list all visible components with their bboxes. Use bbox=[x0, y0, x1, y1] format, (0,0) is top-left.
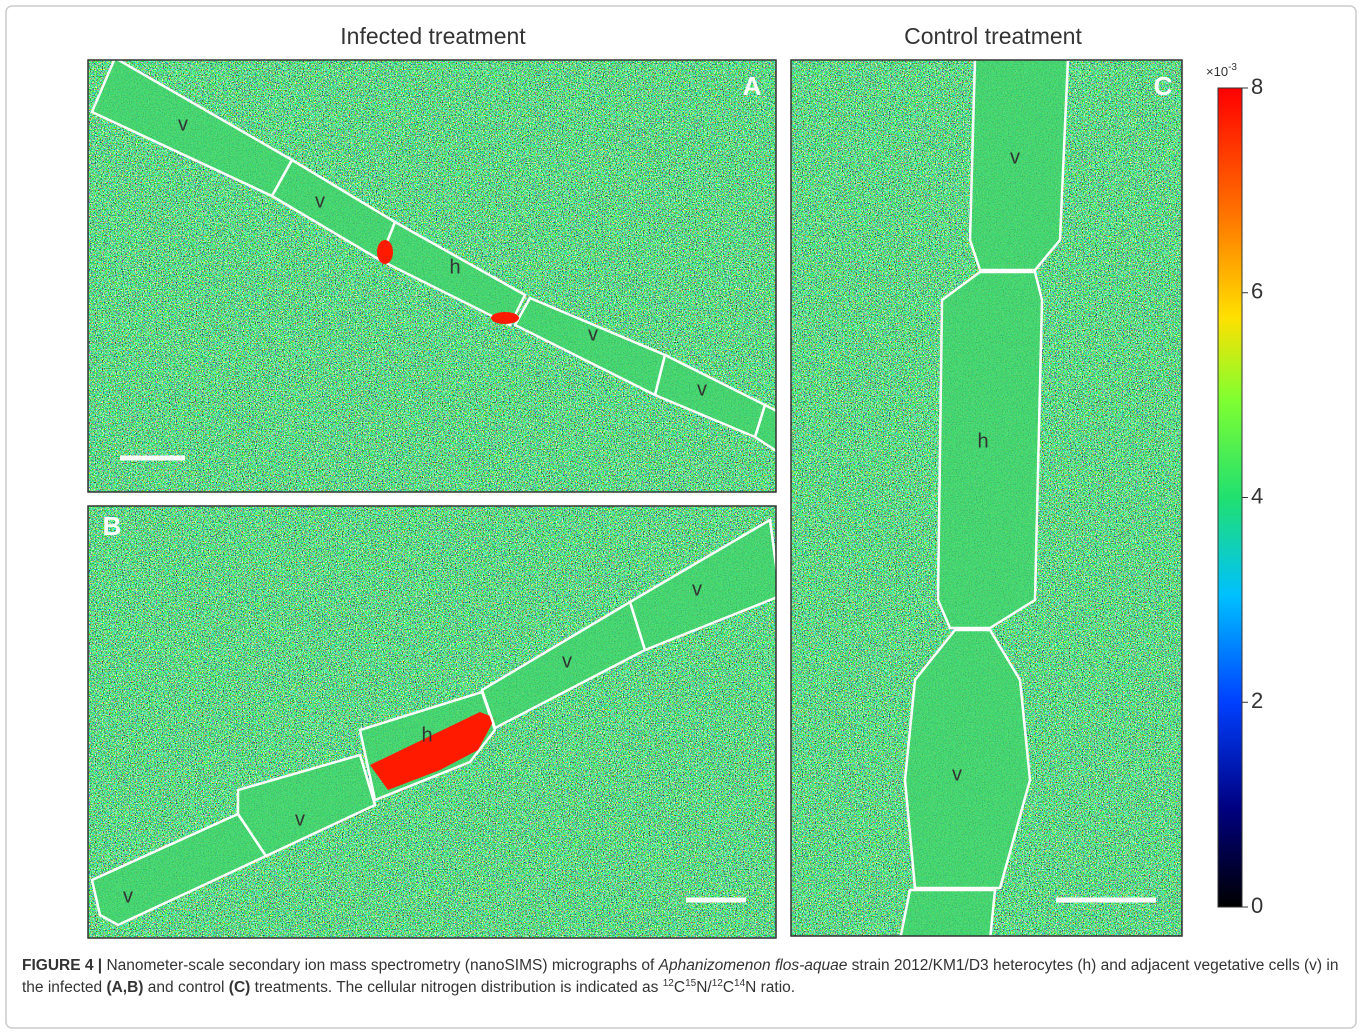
caption-part: and control bbox=[143, 979, 228, 996]
panel-label: B bbox=[103, 511, 122, 541]
colorbar-tick-label: 4 bbox=[1251, 483, 1263, 508]
cell bbox=[938, 272, 1042, 628]
cell-label: h bbox=[421, 724, 432, 746]
colorbar-tick-label: 6 bbox=[1251, 279, 1263, 304]
caption-part: 14 bbox=[734, 978, 745, 989]
cell-label: h bbox=[449, 256, 460, 278]
colorbar-tick-label: 2 bbox=[1251, 688, 1263, 713]
panel-label: C bbox=[1154, 71, 1173, 101]
cell-label: v bbox=[588, 323, 598, 345]
hotspot bbox=[377, 240, 393, 264]
caption-part: C bbox=[674, 979, 685, 996]
colorbar-tick-label: 0 bbox=[1251, 893, 1263, 918]
cell-label: v bbox=[295, 808, 305, 830]
multiplier-base: ×10 bbox=[1206, 64, 1228, 79]
panel-label: A bbox=[743, 71, 762, 101]
caption-part: Nanometer-scale secondary ion mass spect… bbox=[102, 957, 659, 974]
caption-part: Aphanizomenon flos-aquae bbox=[659, 957, 848, 974]
figure: Infected treatment Control treatment v v… bbox=[0, 0, 1362, 1033]
column-title: Infected treatment bbox=[340, 23, 526, 49]
hotspot bbox=[491, 312, 519, 324]
cell-label: v bbox=[952, 763, 962, 785]
cell-label: v bbox=[562, 650, 572, 672]
caption-part: C bbox=[723, 979, 734, 996]
caption: FIGURE 4 | Nanometer-scale secondary ion… bbox=[22, 955, 1342, 999]
cell-label: v bbox=[692, 578, 702, 600]
caption-part: (A,B) bbox=[106, 979, 143, 996]
cell bbox=[900, 890, 995, 940]
panel-c bbox=[791, 58, 1182, 940]
caption-part: N/ bbox=[696, 979, 712, 996]
caption-part: treatments. The cellular nitrogen distri… bbox=[250, 979, 662, 996]
caption-part: (C) bbox=[229, 979, 251, 996]
caption-part: 12 bbox=[663, 978, 674, 989]
cell-label: v bbox=[123, 885, 133, 907]
colorbar-tick-label: 8 bbox=[1251, 74, 1263, 99]
caption-part: FIGURE 4 | bbox=[22, 957, 102, 974]
cell-label: v bbox=[697, 378, 707, 400]
cell-label: v bbox=[1010, 146, 1020, 168]
cell bbox=[905, 630, 1030, 888]
caption-part: N ratio. bbox=[745, 979, 795, 996]
cell-label: h bbox=[977, 430, 988, 452]
figure-page: Infected treatment Control treatment v v… bbox=[0, 0, 1362, 1033]
multiplier-exponent: -3 bbox=[1228, 62, 1237, 73]
column-title: Control treatment bbox=[904, 23, 1082, 49]
colorbar bbox=[1218, 88, 1242, 907]
caption-part: 15 bbox=[685, 978, 696, 989]
panel-b bbox=[88, 506, 780, 938]
colorbar-multiplier: ×10-3 bbox=[1206, 62, 1237, 79]
caption-part: 12 bbox=[712, 978, 723, 989]
cell-label: v bbox=[178, 113, 188, 135]
panel-a bbox=[88, 58, 790, 492]
cell-label: v bbox=[315, 190, 325, 212]
